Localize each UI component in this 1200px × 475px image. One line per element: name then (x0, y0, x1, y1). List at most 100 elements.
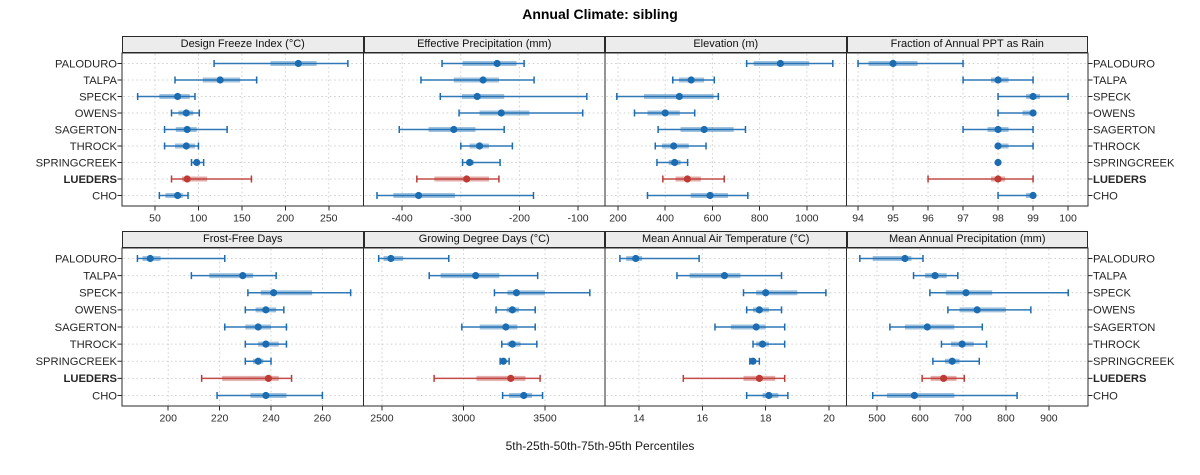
median-dot (683, 175, 691, 183)
median-dot (948, 357, 956, 365)
percentile-row-CHO (376, 191, 535, 200)
median-dot (765, 391, 773, 400)
percentile-row-SPECK (742, 289, 827, 297)
median-dot (507, 374, 515, 382)
x-tick-label: 400 (656, 213, 674, 225)
site-label-right-CHO: CHO (1093, 190, 1118, 202)
median-dot (670, 142, 678, 150)
x-tick-label: 98 (992, 213, 1004, 225)
x-axis: 200 400 600 800 1000 (609, 206, 819, 225)
median-dot (475, 142, 484, 150)
percentile-row-TALPA (962, 76, 1034, 84)
site-label-left-LUEDERS: LUEDERS (64, 174, 118, 186)
site-label-right-SPRINGCREEK: SPRINGCREEK (1093, 356, 1175, 368)
percentile-row-CHO (216, 391, 324, 400)
median-dot (994, 158, 1002, 167)
median-dot (632, 254, 640, 263)
percentile-row-SPRINGCREEK (656, 158, 689, 167)
median-dot (749, 357, 757, 365)
x-tick-label: 200 (159, 413, 177, 425)
percentile-row-TALPA (190, 272, 277, 280)
percentile-row-LUEDERS (170, 175, 253, 183)
percentile-row-TALPA (174, 76, 258, 84)
x-tick-label: 600 (704, 213, 722, 225)
panel-4: 200 220 240 260 (117, 247, 364, 425)
median-dot (502, 323, 510, 331)
median-dot (479, 76, 487, 84)
x-tick-label: 2500 (370, 413, 394, 425)
panel-5: 2500 3000 3500 (363, 247, 606, 425)
percentile-row-SPRINGCREEK (499, 357, 510, 365)
percentile-row-SAGERTON (461, 323, 536, 331)
site-label-left-SPECK: SPECK (79, 91, 117, 103)
site-label-right-SPECK: SPECK (1093, 91, 1131, 103)
site-label-right-SPECK: SPECK (1093, 288, 1131, 300)
x-tick-label: 200 (277, 213, 295, 225)
site-label-right-THROCK: THROCK (1093, 141, 1141, 153)
panel-0: 50 100 150 200 250 (117, 52, 364, 225)
site-label-left-SPRINGCREEK: SPRINGCREEK (36, 157, 118, 169)
median-dot (958, 340, 966, 348)
percentile-row-TALPA (420, 76, 535, 84)
x-tick-label: 250 (320, 213, 338, 225)
median-dot (994, 76, 1002, 84)
x-tick-label: 200 (609, 213, 627, 225)
percentile-row-SPRINGCREEK (244, 357, 272, 365)
median-dot (254, 323, 262, 331)
median-dot (294, 59, 302, 68)
x-tick-label: 220 (211, 413, 229, 425)
median-dot (994, 175, 1002, 183)
x-tick-label: 1000 (795, 213, 819, 225)
percentile-row-PALODURO (619, 254, 700, 263)
median-dot (671, 158, 679, 167)
site-label-right-SAGERTON: SAGERTON (1093, 124, 1155, 136)
site-label-left-THROCK: THROCK (70, 141, 118, 153)
site-label-right-PALODURO: PALODURO (1093, 58, 1155, 70)
x-tick-label: 20 (823, 413, 835, 425)
median-dot (463, 175, 471, 183)
percentile-row-SAGERTON (398, 125, 505, 134)
x-tick-label: 240 (262, 413, 280, 425)
percentile-row-SAGERTON (657, 125, 747, 134)
median-dot (661, 109, 669, 117)
percentile-row-SAGERTON (889, 323, 984, 331)
percentile-row-THROCK (994, 142, 1034, 150)
percentile-row-PALODURO (441, 59, 525, 68)
site-label-right-SPRINGCREEK: SPRINGCREEK (1093, 157, 1175, 169)
median-dot (755, 306, 763, 314)
median-dot (520, 391, 528, 400)
median-dot (262, 340, 270, 348)
x-tick-label: 700 (954, 413, 972, 425)
percentile-row-LUEDERS (416, 175, 500, 183)
percentile-row-LUEDERS (200, 374, 293, 382)
median-dot (720, 272, 729, 280)
percentile-row-SPECK (997, 92, 1069, 101)
percentile-row-TALPA (676, 272, 783, 280)
percentile-row-TALPA (428, 272, 539, 280)
median-dot (262, 306, 270, 314)
panel-2: 200 400 600 800 1000 (604, 52, 847, 225)
median-dot (675, 92, 683, 101)
x-tick-label: -400 (392, 213, 413, 225)
median-dot (973, 306, 981, 314)
median-dot (931, 272, 939, 280)
percentile-row-OWENS (495, 306, 536, 314)
x-tick-label: 800 (997, 413, 1015, 425)
x-tick-label: 18 (760, 413, 772, 425)
percentile-row-THROCK (501, 340, 538, 348)
panel-3: 94 95 96 97 98 99 100 (846, 52, 1093, 225)
site-label-right-THROCK: THROCK (1093, 339, 1141, 351)
median-dot (512, 289, 521, 297)
percentile-row-LUEDERS (921, 374, 965, 382)
x-tick-label: 500 (868, 413, 886, 425)
percentile-row-SPRINGCREEK (994, 158, 1002, 167)
percentile-row-SPRINGCREEK (461, 158, 501, 167)
x-tick-label: 260 (314, 413, 332, 425)
median-dot (706, 191, 714, 200)
site-label-right-LUEDERS: LUEDERS (1093, 174, 1147, 186)
median-dot (239, 272, 247, 280)
percentile-row-CHO (745, 391, 789, 400)
x-axis: 2500 3000 3500 (370, 406, 557, 425)
panel-6: 14 16 18 20 (604, 247, 847, 425)
